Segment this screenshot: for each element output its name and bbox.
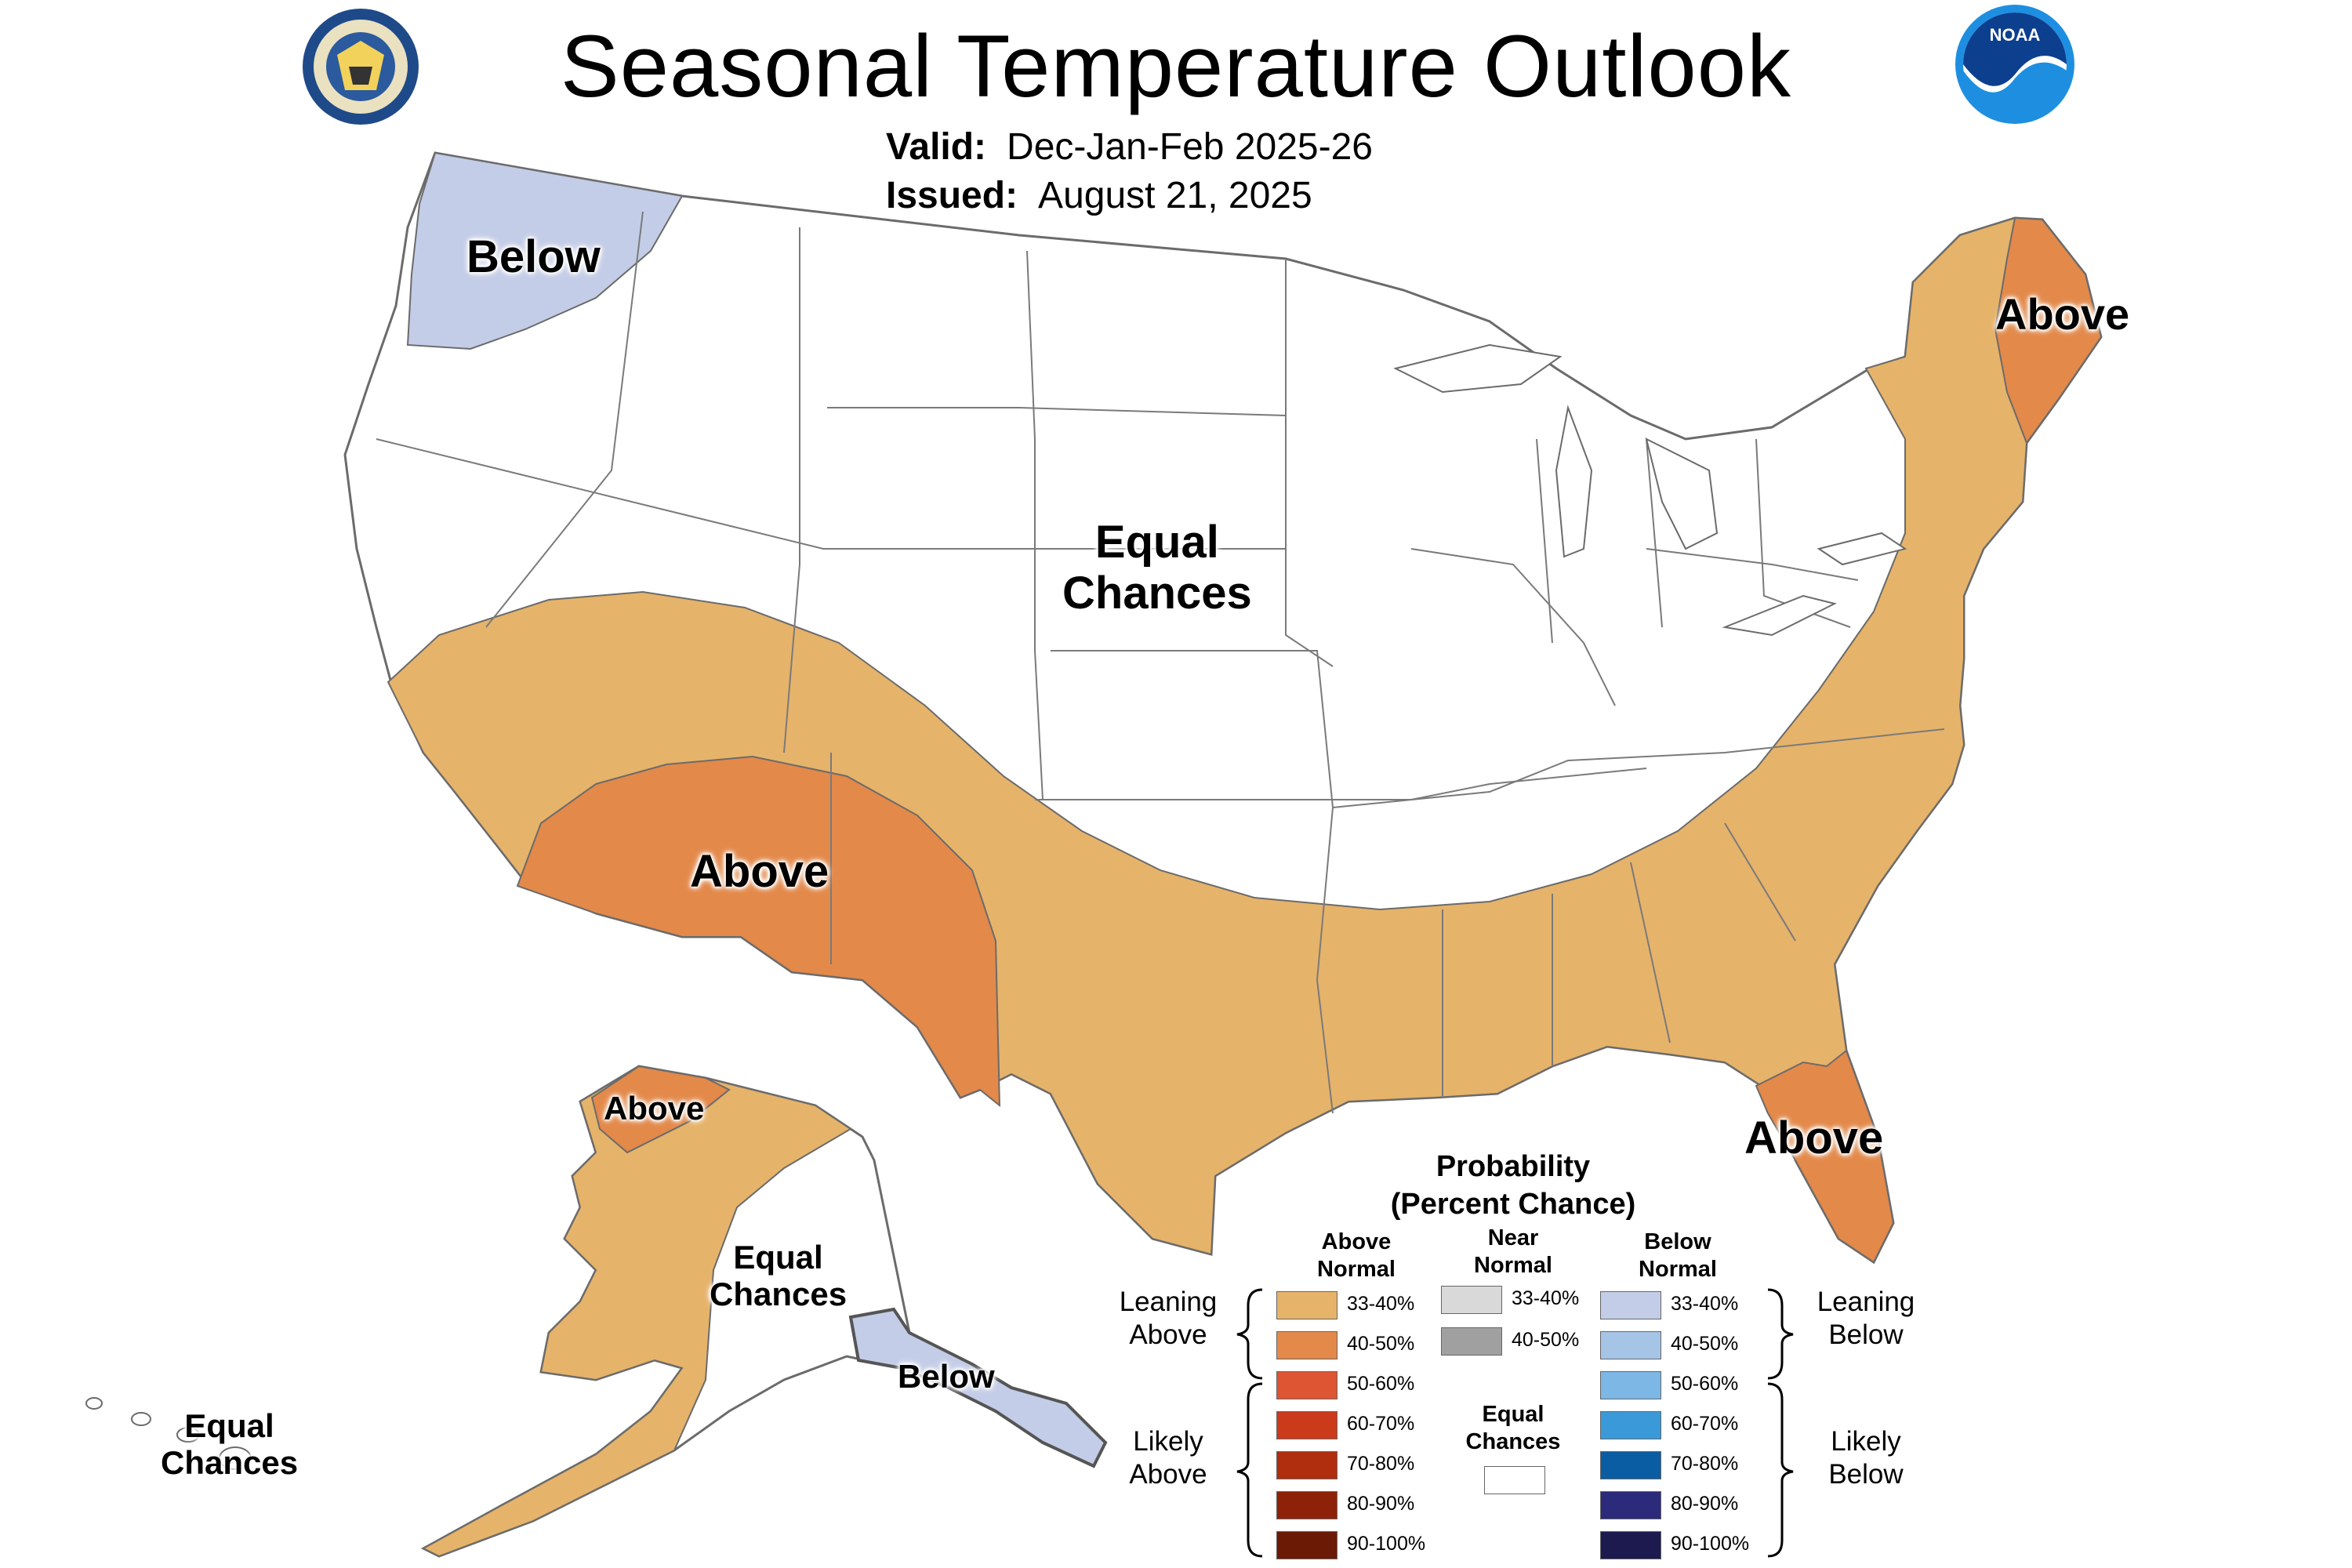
legend-col-below: Below Normal xyxy=(1607,1229,1748,1283)
swatch-above-6-label: 90-100% xyxy=(1347,1533,1426,1555)
region-below-33-40-alaska-panhandle xyxy=(848,1307,1108,1468)
legend-col-below-line2: Normal xyxy=(1639,1256,1717,1282)
legend-col-near: Near Normal xyxy=(1443,1225,1584,1279)
legend-braces-left xyxy=(1236,1288,1263,1558)
swatch-above-0 xyxy=(1276,1291,1338,1319)
swatch-below-1 xyxy=(1600,1331,1661,1359)
label-alaska-central-line2: Chances xyxy=(710,1276,848,1313)
swatch-above-1-label: 40-50% xyxy=(1347,1333,1415,1355)
great-lakes xyxy=(1393,343,1907,637)
legend-leaning-below-line2: Below xyxy=(1828,1319,1904,1350)
region-above-33-40-alaska xyxy=(421,1065,852,1558)
swatch-above-2-label: 50-60% xyxy=(1347,1373,1415,1395)
label-alaska-central-line1: Equal xyxy=(733,1239,823,1276)
swatch-equal-chances xyxy=(1484,1466,1545,1494)
swatch-below-1-label: 40-50% xyxy=(1671,1333,1739,1355)
legend-likely-above-line1: Likely xyxy=(1133,1426,1203,1457)
label-alaska-panhandle: Below xyxy=(898,1358,995,1395)
swatch-below-6 xyxy=(1600,1531,1661,1559)
swatch-below-4 xyxy=(1600,1451,1661,1479)
swatch-below-4-label: 70-80% xyxy=(1671,1453,1739,1475)
legend-leaning-below: Leaning Below xyxy=(1803,1286,1929,1352)
noaa-logo: NOAA xyxy=(1955,5,2074,124)
swatch-below-3-label: 60-70% xyxy=(1671,1413,1739,1435)
legend-leaning-above: Leaning Above xyxy=(1105,1286,1231,1352)
legend-braces-right xyxy=(1767,1288,1794,1558)
swatch-above-6 xyxy=(1276,1531,1338,1559)
hawaii-islands xyxy=(85,1397,252,1470)
swatch-above-5 xyxy=(1276,1491,1338,1519)
label-hawaii-line1: Equal xyxy=(184,1407,274,1444)
valid-value: Dec-Jan-Feb 2025-26 xyxy=(1007,126,1373,168)
legend-likely-above: Likely Above xyxy=(1105,1425,1231,1491)
label-maine: Above xyxy=(1995,289,2130,339)
region-above-40-50-maine xyxy=(1994,216,2103,445)
issued-row: Issued: August 21, 2025 xyxy=(886,174,1312,217)
noaa-logo-text: NOAA xyxy=(1990,25,2041,45)
label-central-line2: Chances xyxy=(1062,567,1252,619)
page-title: Seasonal Temperature Outlook xyxy=(561,17,1791,115)
legend-col-near-line1: Near xyxy=(1487,1225,1539,1250)
legend-equal-chances: Equal Chances xyxy=(1443,1401,1584,1456)
state-boundaries xyxy=(376,211,1945,1114)
swatch-below-5-label: 80-90% xyxy=(1671,1493,1739,1515)
legend-col-above-line2: Normal xyxy=(1317,1256,1396,1282)
swatch-near-0-label: 33-40% xyxy=(1512,1287,1580,1309)
swatch-above-3 xyxy=(1276,1411,1338,1439)
swatch-below-2 xyxy=(1600,1371,1661,1399)
commerce-seal-logo xyxy=(303,9,419,125)
label-florida: Above xyxy=(1744,1112,1884,1163)
label-hawaii-line2: Chances xyxy=(161,1444,299,1482)
swatch-below-3 xyxy=(1600,1411,1661,1439)
region-below-33-40-pacific-nw xyxy=(406,151,684,350)
region-above-40-50-southwest xyxy=(516,755,1001,1108)
swatch-near-1 xyxy=(1441,1327,1502,1356)
label-alaska-north: Above xyxy=(604,1090,705,1127)
label-alaska-equal-chances: Equal Chances xyxy=(710,1239,847,1312)
legend-leaning-above-line2: Above xyxy=(1129,1319,1207,1350)
legend-title-line2: (Percent Chance) xyxy=(1390,1188,1636,1221)
swatch-above-4-label: 70-80% xyxy=(1347,1453,1415,1475)
swatch-above-1 xyxy=(1276,1331,1338,1359)
swatch-below-0-label: 33-40% xyxy=(1671,1293,1739,1315)
legend-col-below-line1: Below xyxy=(1644,1229,1711,1254)
legend-col-above: Above Normal xyxy=(1286,1229,1427,1283)
legend-leaning-above-line1: Leaning xyxy=(1119,1287,1218,1317)
swatch-above-4 xyxy=(1276,1451,1338,1479)
valid-row: Valid: Dec-Jan-Feb 2025-26 xyxy=(886,125,1373,169)
issued-label: Issued: xyxy=(886,175,1018,216)
legend-leaning-below-line1: Leaning xyxy=(1817,1287,1915,1317)
legend-col-near-line2: Normal xyxy=(1474,1252,1552,1278)
legend-title-line1: Probability xyxy=(1436,1150,1591,1183)
valid-label: Valid: xyxy=(886,126,987,168)
legend-likely-below-line1: Likely xyxy=(1831,1426,1901,1457)
legend-likely-above-line2: Above xyxy=(1129,1459,1207,1490)
label-central-line1: Equal xyxy=(1094,517,1219,568)
legend-equal-line1: Equal xyxy=(1482,1402,1544,1427)
legend-equal-line2: Chances xyxy=(1465,1428,1561,1454)
swatch-above-2 xyxy=(1276,1371,1338,1399)
swatch-near-1-label: 40-50% xyxy=(1512,1329,1580,1351)
label-pacific-nw: Below xyxy=(466,231,601,282)
swatch-above-3-label: 60-70% xyxy=(1347,1413,1415,1435)
region-above-40-50-florida xyxy=(1755,1049,1895,1264)
region-above-40-50-alaska-north xyxy=(590,1065,731,1154)
swatch-above-5-label: 80-90% xyxy=(1347,1493,1415,1515)
legend-col-above-line1: Above xyxy=(1321,1229,1392,1254)
swatch-near-0 xyxy=(1441,1286,1502,1314)
label-southwest: Above xyxy=(690,846,829,897)
swatch-below-5 xyxy=(1600,1491,1661,1519)
legend-likely-below-line2: Below xyxy=(1828,1459,1904,1490)
swatch-above-0-label: 33-40% xyxy=(1347,1293,1415,1315)
issued-value: August 21, 2025 xyxy=(1038,175,1312,216)
legend-likely-below: Likely Below xyxy=(1803,1425,1929,1491)
swatch-below-6-label: 90-100% xyxy=(1671,1533,1750,1555)
swatch-below-2-label: 50-60% xyxy=(1671,1373,1739,1395)
label-hawaii-equal-chances: Equal Chances xyxy=(161,1407,298,1481)
label-central-equal-chances: Equal Chances xyxy=(1062,517,1252,619)
swatch-below-0 xyxy=(1600,1291,1661,1319)
